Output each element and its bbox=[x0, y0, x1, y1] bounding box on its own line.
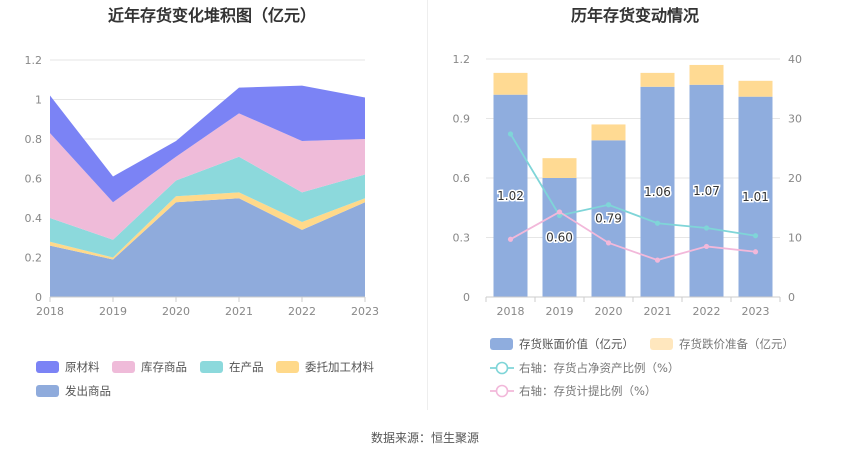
panel-divider bbox=[427, 0, 428, 410]
legend-swatch bbox=[36, 385, 59, 397]
line-point bbox=[752, 249, 759, 255]
line-point bbox=[507, 236, 514, 242]
x-tick-label: 2018 bbox=[497, 305, 525, 318]
line-point bbox=[752, 233, 759, 239]
legend-item: 委托加工材料 bbox=[276, 360, 374, 374]
legend-label: 委托加工材料 bbox=[305, 360, 374, 374]
legend-swatch bbox=[112, 361, 135, 373]
bar-value-label: 1.01 bbox=[742, 190, 769, 204]
bar-impairment bbox=[542, 158, 577, 178]
x-tick-label: 2019 bbox=[99, 305, 127, 318]
line-point bbox=[556, 212, 563, 219]
legend-item: 在产品 bbox=[200, 360, 264, 374]
legend-item: 右轴：存货占净资产比例（%） bbox=[490, 361, 679, 375]
y-tick-label: 0.8 bbox=[25, 133, 43, 146]
inventory-bar-chart: 历年存货变动情况 0 0.3 0.6 0.9 1.2 0 10 20 30 40 2018 2019 20… bbox=[453, 6, 803, 398]
y-tick-label: 0.9 bbox=[453, 113, 471, 126]
line-point bbox=[507, 131, 514, 137]
bar-value-label: 0.60 bbox=[546, 231, 573, 245]
bar-value-label: 1.06 bbox=[644, 185, 671, 199]
y2-tick-label: 20 bbox=[788, 172, 802, 185]
legend-swatch bbox=[276, 361, 299, 373]
bar-value-label: 0.79 bbox=[595, 212, 622, 226]
legend-item: 原材料 bbox=[36, 360, 100, 374]
x-tick-label: 2022 bbox=[288, 305, 316, 318]
bar-book-value bbox=[738, 96, 773, 297]
legend-swatch bbox=[200, 361, 223, 373]
x-tick-label: 2023 bbox=[742, 305, 770, 318]
y-tick-label: 0.6 bbox=[453, 172, 471, 185]
legend-marker bbox=[495, 384, 509, 398]
line-point bbox=[703, 243, 710, 250]
bar-book-value bbox=[493, 94, 528, 297]
line-point bbox=[654, 220, 661, 226]
line-inventory-to-net-assets bbox=[509, 133, 756, 237]
x-tick-label: 2021 bbox=[225, 305, 253, 318]
y2-tick-label: 0 bbox=[788, 291, 795, 304]
x-tick-label: 2023 bbox=[351, 305, 379, 318]
legend-item: 存货账面价值（亿元） bbox=[490, 337, 634, 351]
y-tick-label: 0 bbox=[35, 291, 42, 304]
y2-tick-label: 30 bbox=[788, 113, 802, 126]
legend-swatch bbox=[490, 338, 513, 350]
line-point bbox=[703, 225, 710, 231]
y-tick-label: 0.3 bbox=[453, 232, 471, 245]
bar-impairment bbox=[591, 124, 626, 141]
legend-item: 库存商品 bbox=[112, 360, 187, 374]
stacked-area-chart: 近年存货变化堆积图（亿元） 0 0.2 0.4 0.6 0.8 1 1.2 2018 2019 20… bbox=[25, 6, 380, 398]
y-tick-label: 0.2 bbox=[25, 252, 43, 265]
bar-impairment bbox=[640, 72, 675, 87]
legend-label: 右轴：存货占净资产比例（%） bbox=[519, 361, 679, 375]
legend-swatch bbox=[36, 361, 59, 373]
y-tick-label: 1 bbox=[35, 94, 42, 107]
y-tick-label: 0.4 bbox=[25, 212, 43, 225]
source-text: 数据来源：恒生聚源 bbox=[371, 430, 479, 445]
area-在产品 bbox=[50, 156, 365, 258]
legend-label: 发出商品 bbox=[65, 384, 111, 398]
legend-item: 存货跌价准备（亿元） bbox=[650, 337, 794, 351]
legend-label: 库存商品 bbox=[141, 360, 187, 374]
legend-marker bbox=[495, 361, 509, 375]
bar-book-value bbox=[591, 140, 626, 297]
legend-label: 原材料 bbox=[65, 360, 100, 374]
y-tick-label: 1.2 bbox=[453, 53, 471, 66]
x-tick-label: 2021 bbox=[644, 305, 672, 318]
y-tick-label: 0.6 bbox=[25, 173, 43, 186]
chart-title: 历年存货变动情况 bbox=[571, 6, 699, 25]
bar-impairment bbox=[738, 80, 773, 97]
y2-tick-label: 10 bbox=[788, 232, 802, 245]
line-point bbox=[556, 209, 563, 215]
line-point bbox=[605, 240, 612, 246]
area-委托加工材料 bbox=[50, 192, 365, 260]
area-库存商品 bbox=[50, 113, 365, 240]
line-impairment-ratio bbox=[510, 210, 756, 262]
chart-title: 近年存货变化堆积图（亿元） bbox=[108, 6, 316, 25]
x-tick-label: 2018 bbox=[36, 305, 64, 318]
bar-impairment bbox=[689, 64, 724, 85]
legend-item: 右轴：存货计提比例（%） bbox=[490, 384, 656, 398]
legend-label: 存货跌价准备（亿元） bbox=[679, 337, 794, 351]
line-point bbox=[654, 257, 661, 263]
legend-item: 发出商品 bbox=[36, 384, 111, 398]
x-tick-label: 2020 bbox=[162, 305, 190, 318]
legend-label: 存货账面价值（亿元） bbox=[519, 337, 634, 351]
line-point bbox=[605, 202, 612, 208]
bar-value-label: 1.07 bbox=[693, 184, 720, 198]
bar-impairment bbox=[493, 72, 528, 95]
legend-label: 在产品 bbox=[229, 360, 264, 374]
x-tick-label: 2020 bbox=[595, 305, 623, 318]
y-tick-label: 1.2 bbox=[25, 54, 43, 67]
legend-label: 右轴：存货计提比例（%） bbox=[519, 384, 656, 398]
x-tick-label: 2019 bbox=[546, 305, 574, 318]
legend-swatch bbox=[650, 338, 673, 350]
bar-value-label: 1.02 bbox=[497, 189, 524, 203]
source-footer: 数据来源：恒生聚源 bbox=[371, 430, 479, 445]
bar-book-value bbox=[689, 84, 724, 298]
area-原材料 bbox=[50, 85, 365, 203]
x-tick-label: 2022 bbox=[693, 305, 721, 318]
area-发出商品 bbox=[50, 198, 365, 297]
y2-tick-label: 40 bbox=[788, 53, 802, 66]
y-tick-label: 0 bbox=[463, 291, 470, 304]
